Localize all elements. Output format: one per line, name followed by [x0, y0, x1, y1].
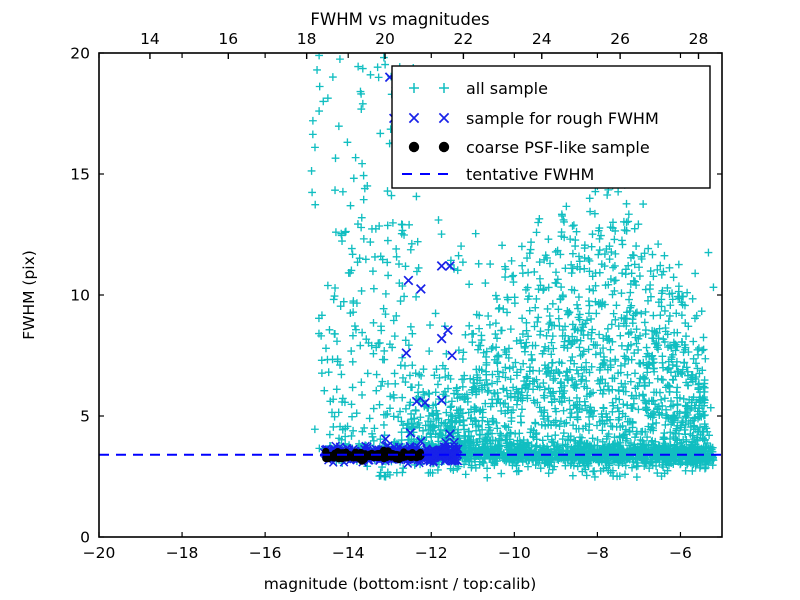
x-tick-label-top: 16	[218, 30, 238, 48]
legend-entry-all-sample[interactable]: all sample	[409, 79, 548, 98]
x-tick-label-bottom: −14	[332, 544, 365, 562]
x-axis-title: magnitude (bottom:isnt / top:calib)	[264, 575, 537, 593]
legend-label: coarse PSF-like sample	[466, 138, 650, 157]
chart-title: FWHM vs magnitudes	[310, 10, 489, 29]
y-tick-label: 5	[80, 408, 90, 426]
y-tick-label: 10	[70, 287, 90, 305]
axis-labels-layer: −20 −18 −16 −14 −12 −10 −8 −6 14 16 18 20 22 24 26 28 0 5…	[20, 10, 708, 593]
legend-box[interactable]: all sample sample for rough FWHM coarse PS…	[391, 65, 711, 189]
x-tick-label-bottom: −8	[586, 544, 609, 562]
x-tick-label-top: 26	[610, 30, 630, 48]
y-tick-label: 15	[70, 166, 90, 184]
x-tick-label-top: 24	[532, 30, 552, 48]
x-tick-label-bottom: −20	[83, 544, 116, 562]
legend-entry-sample-for-rough-fwhm[interactable]: sample for rough FWHM	[408, 109, 659, 128]
x-tick-label-bottom: −10	[498, 544, 531, 562]
x-tick-label-bottom: −6	[669, 544, 692, 562]
legend-frame	[391, 65, 711, 189]
data-points-layer	[307, 53, 718, 482]
legend-label: all sample	[466, 79, 548, 98]
y-axis-title: FWHM (pix)	[20, 250, 38, 340]
legend-entry-coarse-psf-like-sample[interactable]: coarse PSF-like sample	[408, 138, 650, 157]
y-tick-label: 0	[80, 529, 90, 547]
legend-entry-tentative-fwhm[interactable]: tentative FWHM	[402, 165, 594, 184]
x-tick-label-bottom: −12	[415, 544, 448, 562]
y-tick-label: 20	[70, 45, 90, 63]
x-tick-label-bottom: −18	[166, 544, 199, 562]
x-tick-label-top: 22	[454, 30, 474, 48]
x-tick-label-top: 20	[375, 30, 395, 48]
x-tick-label-bottom: −16	[249, 544, 282, 562]
x-tick-label-top: 14	[140, 30, 160, 48]
x-tick-label-top: 28	[689, 30, 709, 48]
legend-label: tentative FWHM	[466, 165, 594, 184]
axes-layer	[98, 52, 723, 538]
legend-label: sample for rough FWHM	[466, 109, 659, 128]
x-tick-label-top: 18	[297, 30, 317, 48]
